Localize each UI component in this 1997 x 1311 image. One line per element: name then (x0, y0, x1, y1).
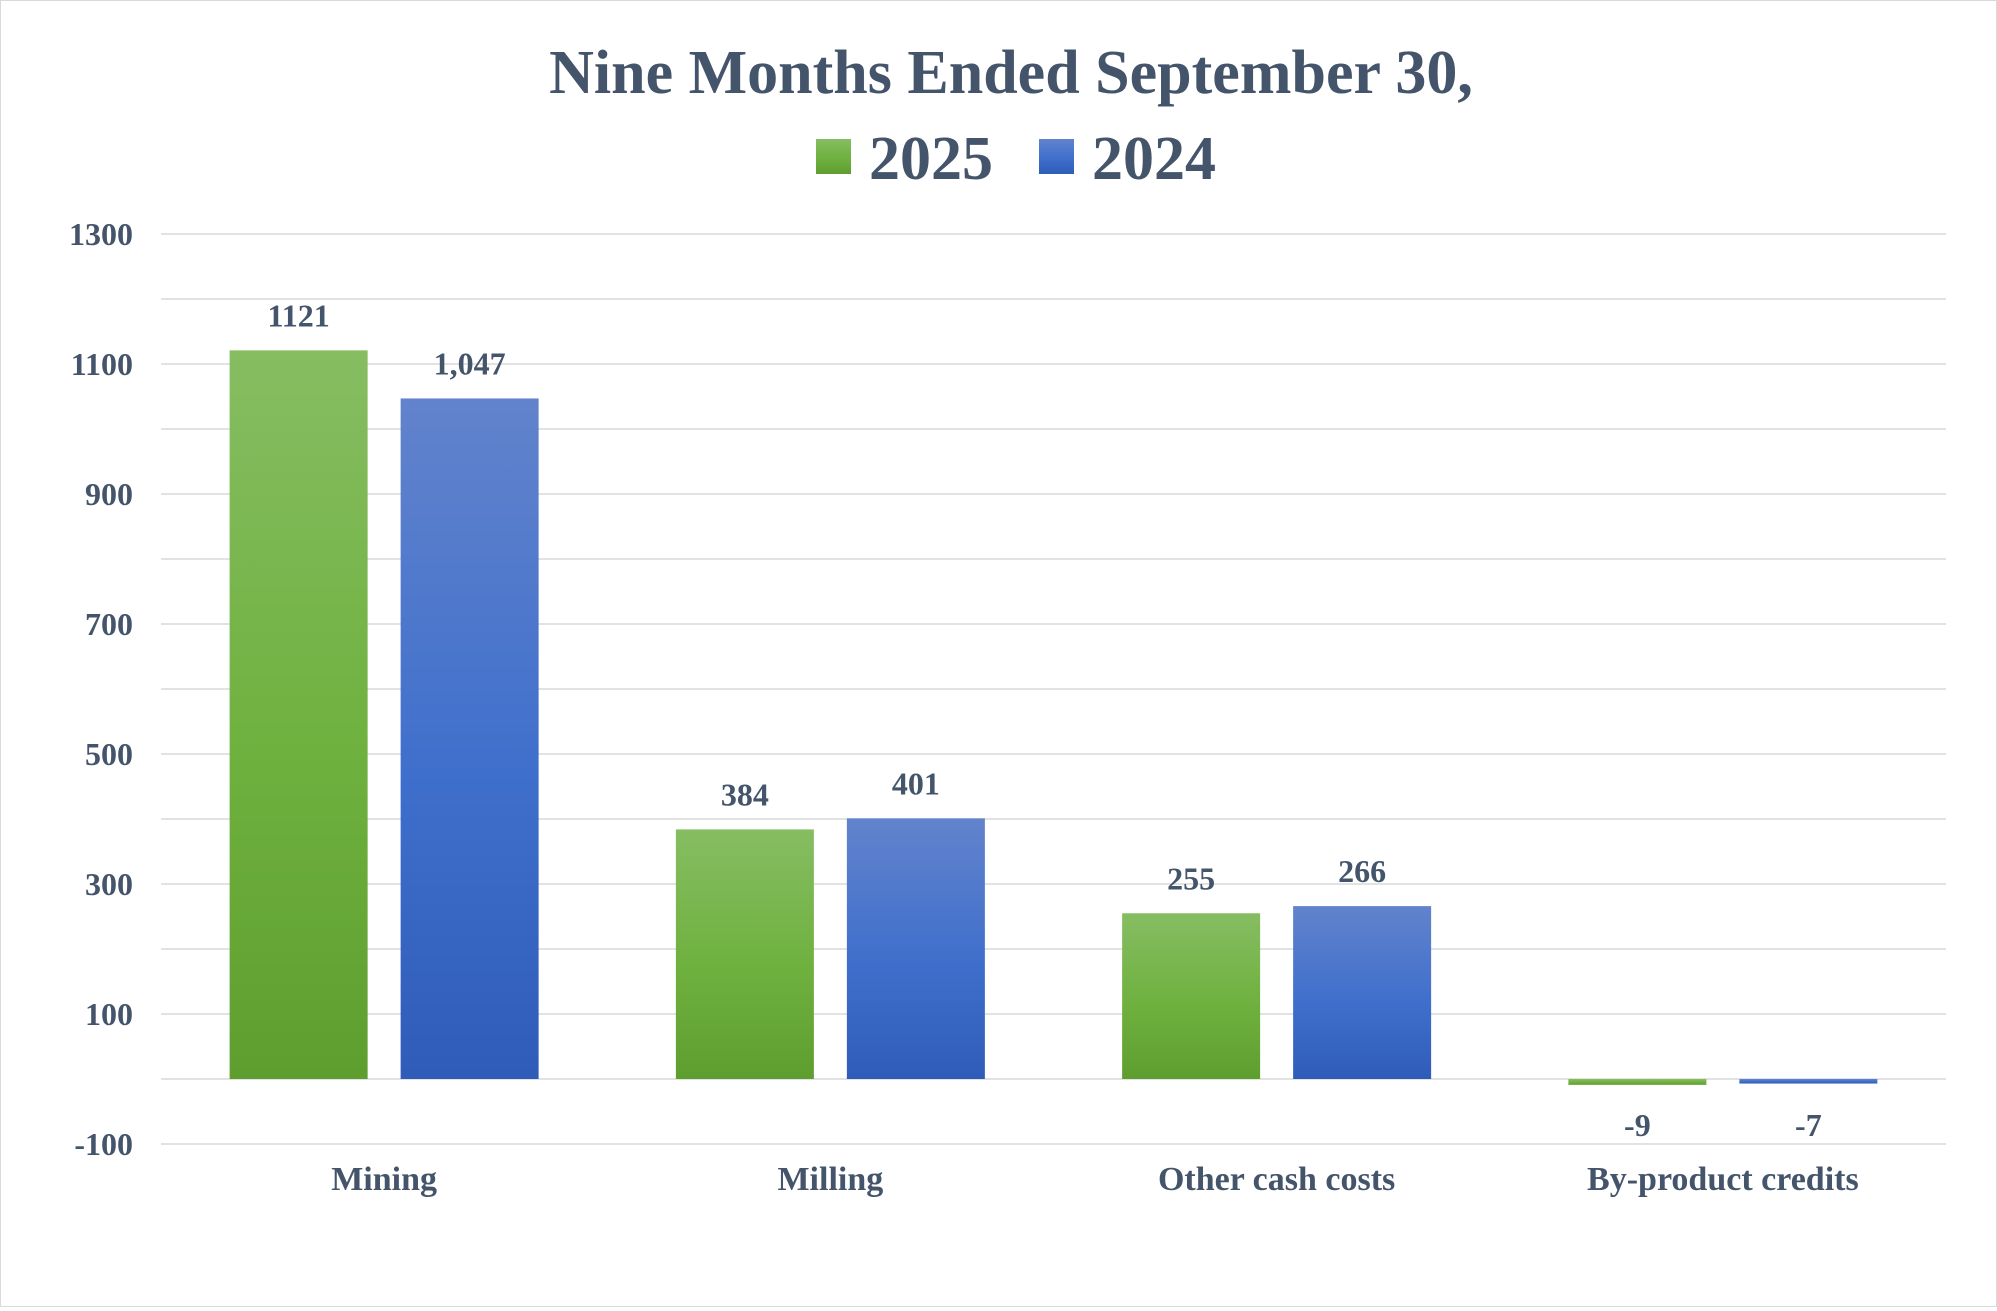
legend-label-2025: 2025 (869, 125, 993, 193)
legend-swatch-2025 (816, 139, 851, 174)
y-tick-label: -100 (74, 1126, 133, 1162)
bar-2024-mining (400, 398, 539, 1079)
data-label: -7 (1795, 1107, 1822, 1143)
x-tick-label: By-product credits (1587, 1161, 1859, 1198)
bar-2025-other-cash-costs (1122, 913, 1261, 1079)
x-tick-label: Other cash costs (1158, 1161, 1395, 1198)
y-tick-label: 1300 (69, 216, 133, 252)
bar-2025-by-product-credits (1568, 1079, 1707, 1085)
legend-label-2024: 2024 (1092, 125, 1216, 193)
x-axis: Mining Milling Other cash costs By-product … (331, 1161, 1859, 1198)
y-tick-label: 900 (85, 476, 133, 512)
bar-2025-milling (675, 829, 814, 1079)
data-label: 266 (1338, 853, 1386, 889)
bar-2025-mining (229, 350, 368, 1080)
bar-2024-milling (846, 818, 985, 1079)
y-axis: 1300 1100 900 700 500 300 100 -100 (69, 216, 133, 1162)
data-label: 1,047 (434, 345, 506, 381)
bar-2024-other-cash-costs (1293, 906, 1432, 1079)
y-tick-label: 100 (85, 996, 133, 1032)
data-label: 1121 (268, 297, 330, 333)
data-labels: 1121 1,047 384 401 255 266 -9 -7 (268, 297, 1822, 1143)
chart-title: Nine Months Ended September 30, (549, 39, 1473, 107)
y-tick-label: 1100 (71, 346, 133, 382)
data-label: 384 (721, 776, 769, 812)
data-label: 401 (892, 765, 940, 801)
data-label: 255 (1167, 860, 1215, 896)
y-tick-label: 500 (85, 736, 133, 772)
x-tick-label: Milling (777, 1161, 883, 1198)
bar-2024-by-product-credits (1739, 1079, 1878, 1084)
y-tick-label: 700 (85, 606, 133, 642)
legend: 2025 2024 (816, 125, 1216, 193)
y-tick-label: 300 (85, 866, 133, 902)
x-tick-label: Mining (331, 1161, 437, 1198)
legend-swatch-2024 (1039, 139, 1074, 174)
bars (229, 350, 1878, 1085)
data-label: -9 (1624, 1107, 1651, 1143)
